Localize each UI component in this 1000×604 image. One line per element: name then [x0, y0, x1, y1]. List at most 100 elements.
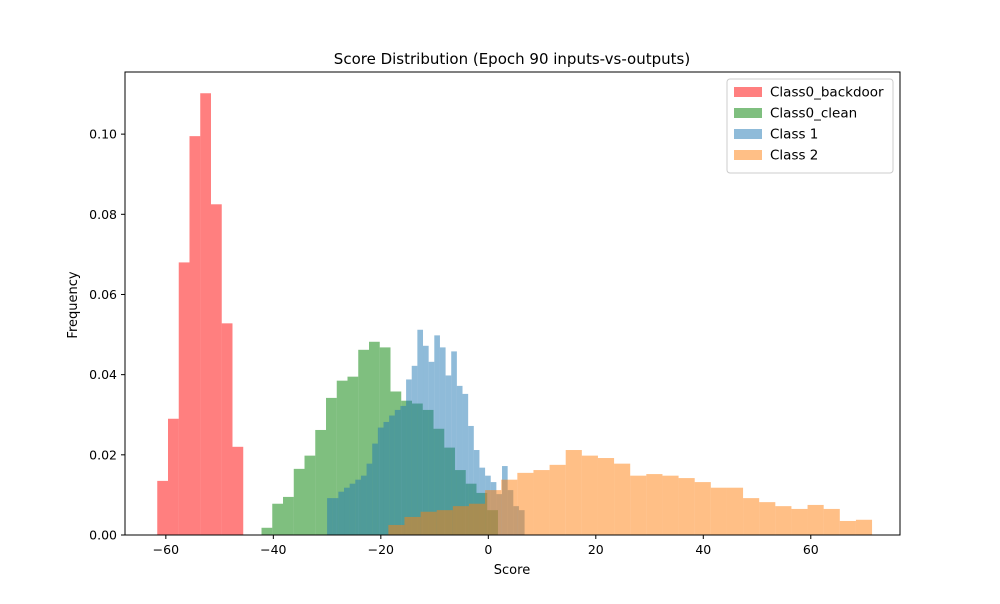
histogram-bar: [614, 463, 631, 535]
histogram-bar: [855, 519, 873, 535]
y-tick-label: 0.04: [89, 367, 117, 382]
histogram-bar: [759, 502, 776, 535]
histogram-bar: [456, 385, 463, 535]
x-tick-label: −20: [368, 542, 394, 557]
histogram-bar: [400, 405, 407, 535]
histogram-bar: [710, 487, 727, 535]
histogram-bar: [839, 520, 856, 535]
x-axis-label: Score: [494, 563, 530, 578]
histogram-bar: [221, 323, 233, 535]
y-axis-label: Frequency: [66, 271, 81, 338]
histogram-bar: [533, 470, 550, 535]
histogram-bar: [338, 491, 345, 535]
histogram-bar: [726, 487, 744, 535]
histogram-bar: [411, 365, 418, 535]
histogram-bar: [404, 516, 421, 535]
histogram-bar: [389, 415, 395, 535]
histogram-bar: [501, 479, 518, 535]
histogram-bar: [383, 421, 390, 535]
histogram-bar: [168, 418, 179, 535]
histogram-bar: [436, 510, 453, 535]
histogram-bar: [479, 467, 486, 535]
histogram-bar: [428, 361, 435, 535]
histogram-bar: [366, 463, 373, 535]
histogram-bar: [358, 349, 369, 535]
histogram-bar: [347, 376, 359, 535]
histogram-bar: [232, 446, 244, 535]
histogram-bar: [485, 490, 502, 535]
series-0-bars: [157, 93, 244, 536]
histogram-bar: [332, 498, 339, 535]
histogram-bar: [630, 475, 647, 535]
histogram-bar: [646, 474, 663, 535]
x-tick-label: 60: [803, 542, 819, 557]
histogram-bar: [394, 409, 401, 535]
histogram-bar: [823, 508, 840, 535]
histogram-bar: [283, 496, 294, 535]
histogram-bar: [462, 393, 469, 535]
histogram-bar: [807, 504, 824, 535]
histogram-bar: [349, 483, 356, 535]
legend-swatch: [734, 129, 762, 139]
histogram-bar: [327, 498, 333, 535]
histogram-bar: [468, 503, 486, 535]
histogram-bar: [662, 475, 679, 535]
histogram-bar: [791, 508, 808, 535]
histogram-bar: [372, 443, 378, 535]
histogram-bar: [377, 427, 384, 535]
x-tick-label: −40: [260, 542, 286, 557]
histogram-bar: [388, 524, 405, 535]
histogram-bar: [369, 341, 380, 535]
legend-label: Class0_backdoor: [770, 85, 884, 101]
y-tick-label: 0.02: [89, 447, 117, 462]
histogram-bar: [406, 379, 412, 535]
histogram-bar: [565, 450, 582, 535]
histogram-bar: [694, 482, 711, 535]
histogram-bar: [272, 503, 284, 535]
histogram-bar: [355, 479, 361, 535]
series-3-bars: [388, 450, 873, 535]
histogram-bar: [468, 425, 474, 535]
histogram-bar: [597, 458, 615, 535]
histogram-bar: [549, 464, 566, 535]
histogram-bar: [452, 506, 469, 535]
histogram-bar: [775, 506, 792, 535]
y-tick-label: 0.10: [89, 127, 117, 142]
legend-swatch: [734, 150, 762, 160]
histogram-bar: [420, 511, 437, 535]
histogram-bar: [743, 498, 760, 535]
histogram-bar: [423, 345, 429, 535]
histogram-bar: [261, 527, 273, 535]
histogram-bar: [434, 335, 440, 535]
bars-layer: [157, 93, 873, 536]
x-tick-label: −60: [153, 542, 179, 557]
series-2-bars: [327, 329, 525, 535]
histogram-bar: [581, 455, 598, 535]
histogram-bar: [473, 450, 480, 535]
histogram-bar: [157, 480, 168, 535]
legend-swatch: [734, 87, 762, 97]
legend-label: Class 1: [770, 127, 818, 143]
histogram-bar: [210, 204, 222, 536]
histogram-bar: [360, 475, 367, 535]
histogram-bar: [200, 93, 211, 535]
legend-label: Class 2: [770, 148, 818, 164]
y-tick-label: 0.06: [89, 287, 117, 302]
histogram-bar: [326, 397, 337, 535]
axes-layer: −60 −40 −20 0 20 40 60 0.00 0.02 0.04 0.06 0.08 0.10: [89, 71, 901, 557]
histogram-bar: [293, 468, 305, 535]
histogram-bar: [678, 478, 695, 535]
legend-swatch: [734, 108, 762, 118]
legend-label: Class0_clean: [770, 106, 857, 122]
chart-title: Score Distribution (Epoch 90 inputs-vs-o…: [334, 50, 690, 68]
x-tick-label: 20: [588, 542, 604, 557]
histogram-bar: [517, 472, 534, 535]
x-tick-label: 0: [484, 542, 492, 557]
y-tick-label: 0.00: [89, 528, 117, 543]
histogram-bar: [304, 455, 316, 535]
histogram-bar: [315, 429, 327, 535]
x-tick-label: 40: [695, 542, 711, 557]
histogram-bar: [439, 347, 446, 535]
plot-frame: [124, 71, 901, 536]
